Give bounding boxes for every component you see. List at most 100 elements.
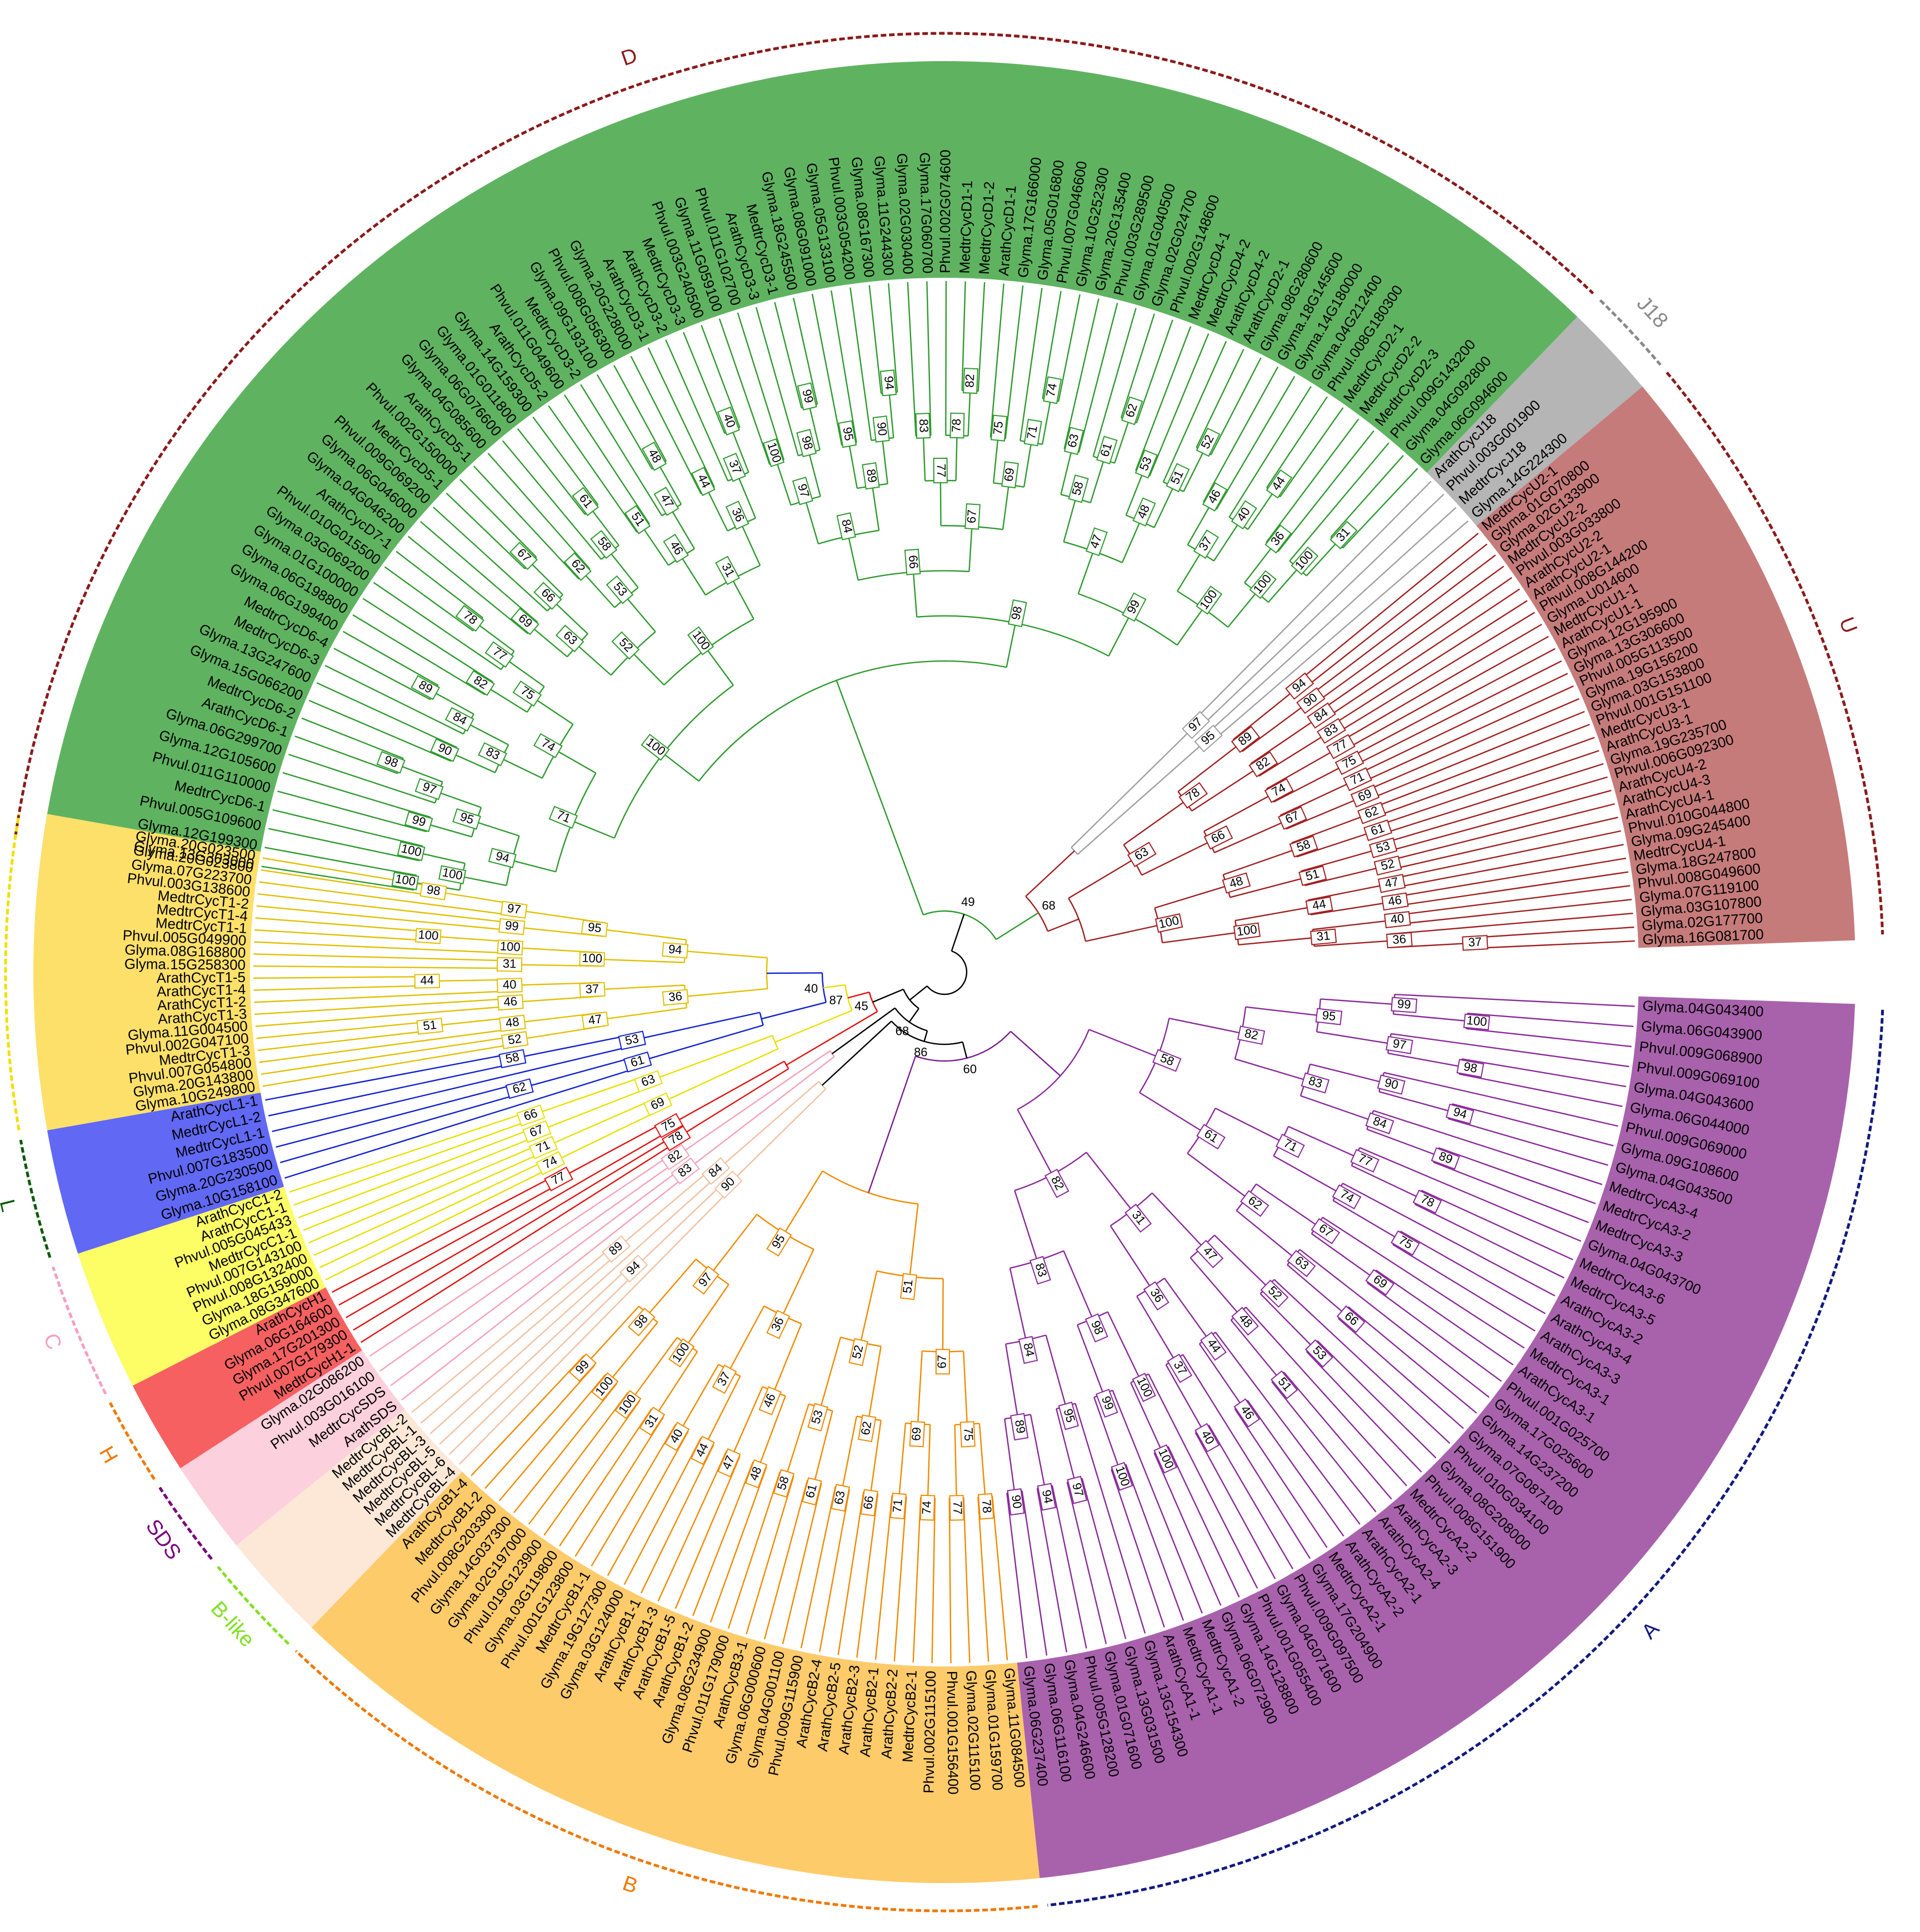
branch bbox=[574, 1416, 664, 1557]
ring-arc-l bbox=[19, 1139, 52, 1258]
branch bbox=[1196, 349, 1244, 448]
svg-text:62: 62 bbox=[858, 1420, 874, 1436]
branch bbox=[888, 393, 894, 438]
bootstrap-value: 61 bbox=[1363, 819, 1393, 842]
branch bbox=[1093, 1397, 1119, 1468]
bootstrap-value: 78 bbox=[977, 1493, 994, 1520]
svg-text:100: 100 bbox=[499, 939, 521, 954]
svg-text:97: 97 bbox=[1069, 1481, 1086, 1498]
bootstrap-value: 62 bbox=[505, 1078, 534, 1099]
branch bbox=[1092, 308, 1137, 457]
bootstrap-value: 98 bbox=[1008, 599, 1027, 628]
svg-text:63: 63 bbox=[832, 1490, 848, 1506]
branch bbox=[955, 435, 958, 481]
branch bbox=[1245, 1307, 1407, 1486]
branch bbox=[684, 1068, 789, 1134]
branch bbox=[685, 950, 768, 959]
branch bbox=[1452, 1103, 1614, 1147]
branch bbox=[1223, 849, 1295, 875]
branch bbox=[1414, 1203, 1565, 1279]
bootstrap-value: 58 bbox=[773, 1469, 795, 1498]
branch bbox=[554, 602, 588, 634]
branch bbox=[1165, 1364, 1203, 1430]
branch bbox=[1299, 554, 1496, 704]
branch bbox=[1348, 1306, 1477, 1414]
bootstrap-value: 47 bbox=[717, 1448, 741, 1478]
branch bbox=[591, 1424, 677, 1567]
branch bbox=[728, 1305, 765, 1371]
branch bbox=[259, 1027, 523, 1063]
bootstrap-value: 40 bbox=[1384, 911, 1411, 929]
branch bbox=[917, 1351, 923, 1424]
branch bbox=[1342, 660, 1562, 772]
branch bbox=[706, 648, 734, 686]
branch bbox=[254, 990, 520, 1003]
bootstrap-value: 100 bbox=[438, 865, 467, 884]
branch bbox=[926, 281, 932, 436]
branch bbox=[1058, 294, 1081, 402]
backbone-arc bbox=[926, 950, 968, 995]
bootstrap-value: 36 bbox=[766, 1309, 791, 1339]
branch bbox=[1359, 1147, 1582, 1242]
branch bbox=[755, 307, 799, 456]
bootstrap-value: 90 bbox=[430, 738, 459, 762]
branch bbox=[912, 572, 918, 617]
branch bbox=[255, 917, 439, 933]
backbone-branch bbox=[962, 1042, 968, 1059]
branch bbox=[298, 1123, 545, 1219]
tree-branches bbox=[253, 281, 1635, 1663]
branch bbox=[396, 550, 483, 619]
branch bbox=[611, 1322, 658, 1380]
branch bbox=[667, 1048, 778, 1101]
branch bbox=[572, 820, 615, 839]
bootstrap-value: 63 bbox=[1287, 1249, 1316, 1278]
bootstrap-value: 99 bbox=[498, 918, 526, 935]
svg-text:98: 98 bbox=[1008, 605, 1024, 621]
bootstrap-value: 51 bbox=[416, 1018, 444, 1035]
branch bbox=[276, 1080, 528, 1148]
bootstrap-value: 62 bbox=[1121, 396, 1143, 426]
branch bbox=[782, 1249, 814, 1316]
bootstrap-value: 84 bbox=[701, 1157, 731, 1185]
branch bbox=[1135, 326, 1192, 471]
branch bbox=[737, 312, 785, 461]
branch bbox=[868, 285, 882, 394]
backbone-branch bbox=[1025, 850, 1075, 897]
backbone-branch bbox=[951, 914, 965, 952]
branch bbox=[1400, 1230, 1546, 1314]
bootstrap-value: 100 bbox=[1463, 1013, 1491, 1030]
branch bbox=[1367, 750, 1599, 830]
branch bbox=[1136, 319, 1173, 423]
bootstrap-value: 51 bbox=[1271, 1370, 1298, 1399]
ring-arc-a bbox=[1047, 1009, 1884, 1907]
branch bbox=[1234, 1408, 1328, 1548]
branch bbox=[253, 953, 520, 962]
svg-text:75: 75 bbox=[991, 421, 1006, 436]
branch bbox=[808, 406, 821, 451]
branch bbox=[1063, 498, 1077, 542]
branch bbox=[532, 627, 568, 658]
branch bbox=[1189, 1257, 1239, 1314]
branch bbox=[1388, 899, 1632, 926]
bootstrap-value: 74 bbox=[919, 1494, 936, 1521]
branch bbox=[1153, 486, 1174, 528]
svg-text:98: 98 bbox=[799, 434, 816, 451]
branch bbox=[1332, 1200, 1397, 1239]
bootstrap-value: 69 bbox=[1001, 461, 1019, 489]
outer-ring-arcs bbox=[4, 32, 1884, 1913]
branch bbox=[407, 535, 528, 634]
branch bbox=[977, 282, 986, 392]
branch bbox=[912, 1497, 922, 1663]
bootstrap-value: 53 bbox=[807, 1403, 828, 1432]
branch bbox=[1308, 884, 1382, 901]
svg-text:40: 40 bbox=[503, 977, 517, 992]
svg-text:84: 84 bbox=[1021, 1342, 1037, 1358]
branch bbox=[1077, 550, 1094, 594]
branch bbox=[268, 1060, 524, 1117]
branch bbox=[860, 1270, 878, 1343]
bootstrap-value: 100 bbox=[1249, 570, 1277, 599]
leaf-label: ArathCycT1-5 bbox=[157, 969, 246, 986]
branch bbox=[1149, 333, 1209, 477]
bootstrap-value: 63 bbox=[831, 1484, 851, 1512]
branch bbox=[868, 1346, 882, 1419]
